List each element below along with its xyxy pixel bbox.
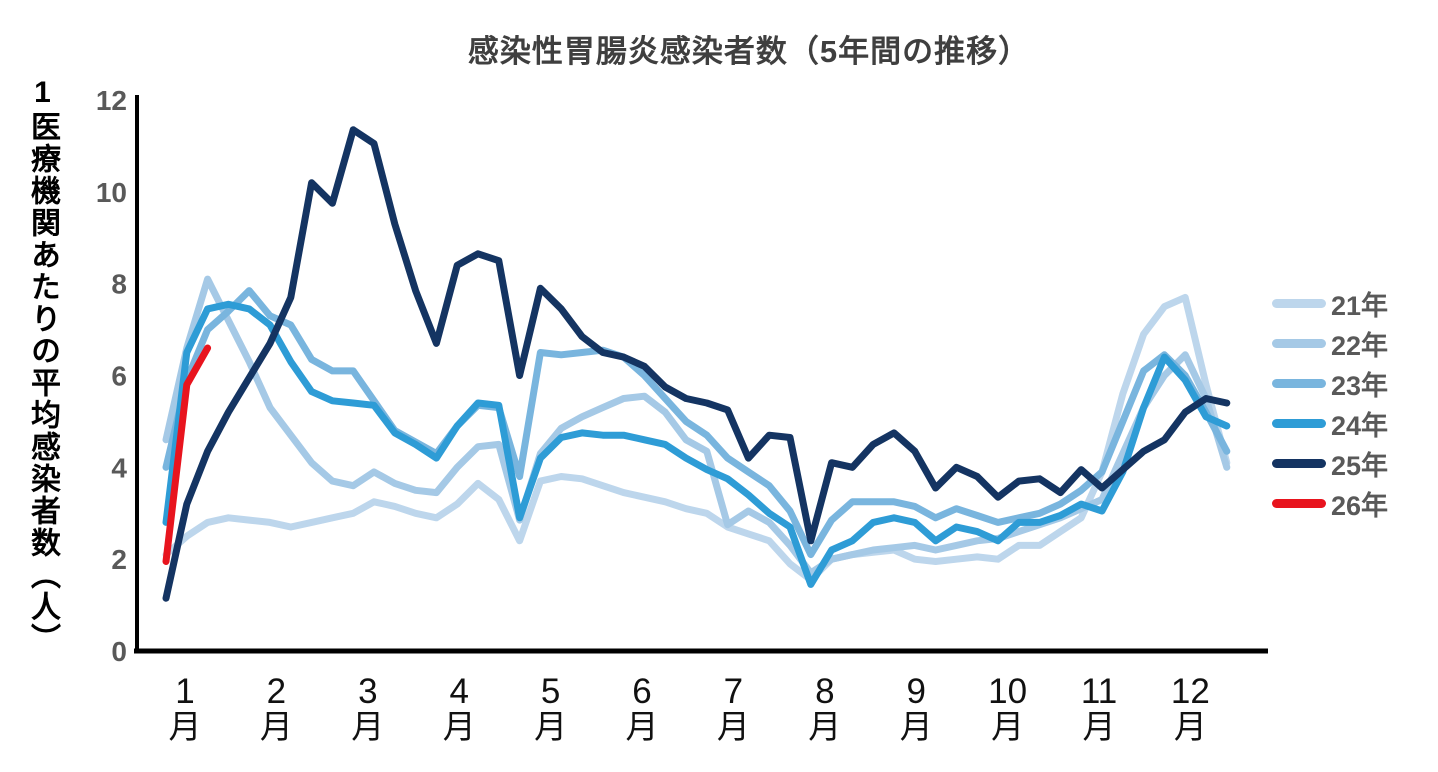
legend-label: 23年 — [1331, 370, 1389, 401]
x-tick-label-month-number: 6 — [632, 672, 651, 711]
x-tick-label-month-kanji: 月 — [626, 708, 659, 745]
legend-label: 26年 — [1331, 490, 1389, 521]
y-tick-label: 4 — [111, 452, 127, 483]
x-tick-label-month-kanji: 月 — [169, 708, 202, 745]
x-tick-label-month-number: 1 — [175, 672, 194, 711]
legend-item-25年: 25年 — [1272, 449, 1388, 481]
x-tick-label-month-number: 12 — [1171, 672, 1210, 711]
legend-swatch-icon — [1272, 418, 1326, 428]
legend-label: 25年 — [1331, 450, 1389, 481]
x-tick-label-month-kanji: 月 — [808, 708, 841, 745]
x-tick-label-month-number: 10 — [988, 672, 1027, 711]
legend-item-26年: 26年 — [1272, 489, 1388, 521]
x-tick-label-month-number: 5 — [541, 672, 560, 711]
x-tick-label-month-kanji: 月 — [1174, 708, 1207, 745]
y-axis-label-digit: 1 — [26, 76, 59, 111]
legend-label: 22年 — [1331, 330, 1389, 361]
y-tick-label: 12 — [96, 85, 127, 116]
series-line-26年 — [162, 344, 212, 565]
x-tick-label-month-number: 3 — [358, 672, 377, 711]
legend-swatch-icon — [1272, 498, 1326, 508]
legend: 21年 22年 23年 24年 25年 26年 — [1272, 289, 1388, 529]
y-tick-label: 10 — [96, 177, 127, 208]
series-line-23年 — [162, 287, 1231, 559]
legend-swatch-icon — [1272, 298, 1326, 308]
x-tick-label-month-kanji: 月 — [260, 708, 293, 745]
x-tick-label-month-kanji: 月 — [900, 708, 933, 745]
legend-swatch-icon — [1272, 458, 1326, 468]
chart-title: 感染性胃腸炎感染者数（5年間の推移） — [467, 34, 1031, 69]
x-tick-label-month-kanji: 月 — [351, 708, 384, 745]
y-tick-label: 8 — [111, 269, 127, 300]
y-axis-label: 1医療機関あたりの平均感染者数（人） — [22, 76, 62, 756]
legend-item-22年: 22年 — [1272, 329, 1388, 361]
legend-item-21年: 21年 — [1272, 289, 1388, 321]
x-tick-label-month-number: 11 — [1081, 672, 1117, 711]
x-tick-label-month-number: 9 — [906, 672, 925, 711]
legend-label: 21年 — [1331, 290, 1389, 321]
legend-swatch-icon — [1272, 338, 1326, 348]
x-tick-label-month-number: 7 — [724, 672, 743, 711]
legend-label: 24年 — [1331, 410, 1389, 441]
x-tick-label-month-kanji: 月 — [991, 708, 1024, 745]
y-tick-label: 0 — [111, 636, 127, 667]
series-line-21年 — [162, 293, 1231, 584]
x-tick-label-month-kanji: 月 — [1083, 708, 1116, 745]
series-line-25年 — [162, 126, 1231, 602]
x-tick-label-month-number: 8 — [815, 672, 834, 711]
y-tick-label: 2 — [111, 544, 127, 575]
series-line-24年 — [162, 300, 1231, 588]
y-axis-label-text: 医療機関あたりの平均感染者数（人） — [26, 111, 59, 655]
x-tick-label-month-kanji: 月 — [443, 708, 476, 745]
x-tick-label-month-kanji: 月 — [717, 708, 750, 745]
x-tick-label-month-kanji: 月 — [534, 708, 567, 745]
legend-item-24年: 24年 — [1272, 409, 1388, 441]
x-tick-label-month-number: 4 — [449, 672, 468, 711]
x-tick-label-month-number: 2 — [267, 672, 286, 711]
y-tick-label: 6 — [111, 361, 127, 392]
legend-swatch-icon — [1272, 378, 1326, 388]
legend-item-23年: 23年 — [1272, 369, 1388, 401]
